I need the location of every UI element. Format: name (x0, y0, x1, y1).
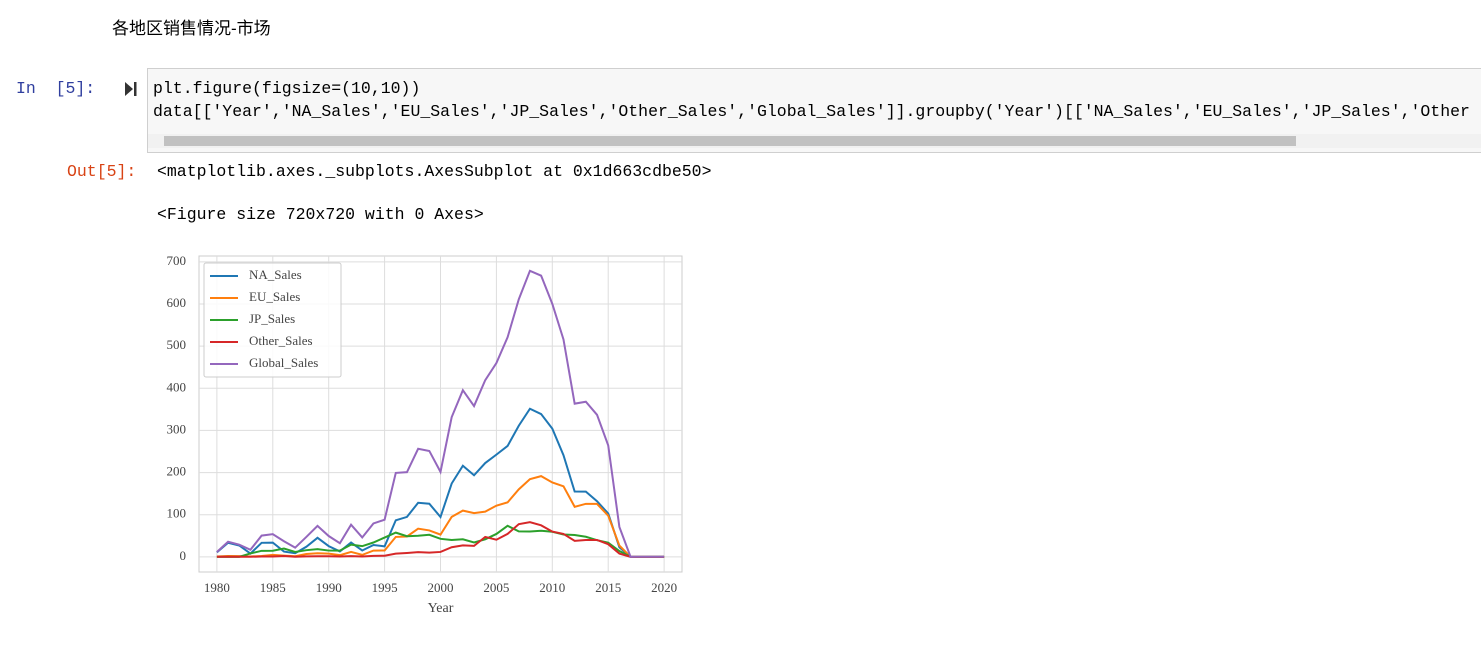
output-text: <Figure size 720x720 with 0 Axes> (157, 205, 484, 224)
code-cell[interactable]: plt.figure(figsize=(10,10)) data[['Year'… (147, 68, 1481, 153)
x-tick-label: 1985 (260, 580, 286, 595)
markdown-heading: 各地区销售情况-市场 (112, 19, 271, 38)
y-tick-label: 600 (167, 295, 187, 310)
input-prompt: In [5]: (16, 79, 96, 98)
y-tick-label: 100 (167, 506, 187, 521)
scrollbar[interactable] (148, 134, 1481, 148)
y-tick-label: 400 (167, 379, 187, 394)
run-button[interactable] (123, 81, 137, 97)
series-line (216, 521, 665, 558)
y-tick-label: 700 (167, 253, 187, 268)
x-tick-label: 2015 (595, 580, 621, 595)
legend-box (203, 262, 342, 378)
legend-label: NA_Sales (249, 267, 302, 282)
y-tick-label: 500 (167, 337, 187, 352)
legend-label: Global_Sales (249, 355, 318, 370)
scrollbar-thumb[interactable] (164, 136, 1296, 146)
x-axis-label: Year (428, 601, 454, 616)
y-tick-label: 200 (167, 464, 187, 479)
series-line (216, 407, 665, 558)
legend-label: Other_Sales (249, 333, 313, 348)
legend-label: EU_Sales (249, 289, 300, 304)
output-text: <matplotlib.axes._subplots.AxesSubplot a… (157, 162, 712, 181)
series-line (216, 524, 665, 558)
code-line: plt.figure(figsize=(10,10)) (153, 79, 421, 98)
x-tick-label: 2010 (539, 580, 565, 595)
x-tick-label: 1980 (204, 580, 230, 595)
y-tick-label: 0 (180, 548, 187, 563)
output-prompt: Out[5]: (67, 162, 137, 181)
x-tick-label: 1990 (316, 580, 342, 595)
y-tick-label: 300 (167, 421, 187, 436)
x-tick-label: 2005 (483, 580, 509, 595)
code-line: data[['Year','NA_Sales','EU_Sales','JP_S… (153, 102, 1470, 121)
x-tick-label: 2020 (651, 580, 677, 595)
legend-label: JP_Sales (249, 311, 295, 326)
x-tick-label: 1995 (372, 580, 398, 595)
x-tick-label: 2000 (428, 580, 454, 595)
series-line (216, 269, 665, 558)
